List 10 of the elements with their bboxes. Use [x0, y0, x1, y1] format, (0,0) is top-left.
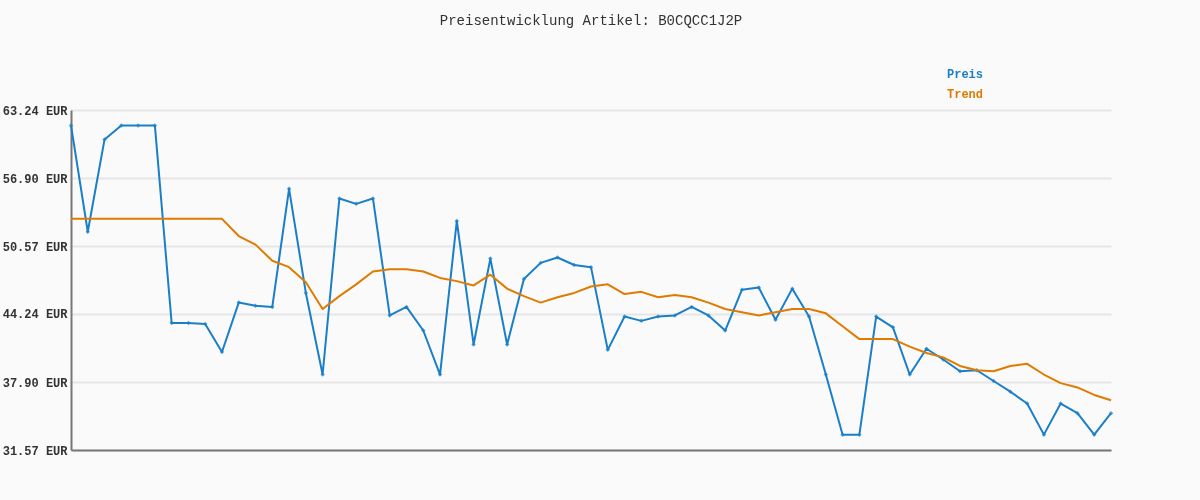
chart-title: Preisentwicklung Artikel: B0CQCC1J2P: [439, 13, 743, 29]
text: Preis: [947, 68, 984, 82]
y-tick-label: 37.90 EUR: [2, 376, 69, 391]
y-tick-label: 56.90 EUR: [2, 172, 69, 187]
y-tick-label: 44.24 EUR: [2, 308, 69, 323]
text: Trend: [947, 88, 984, 102]
y-tick-label: 63.24 EUR: [2, 104, 69, 119]
y-tick-label: 50.57 EUR: [2, 240, 69, 255]
y-tick-label: 31.57 EUR: [2, 444, 69, 459]
line-series: [70, 217, 1112, 402]
